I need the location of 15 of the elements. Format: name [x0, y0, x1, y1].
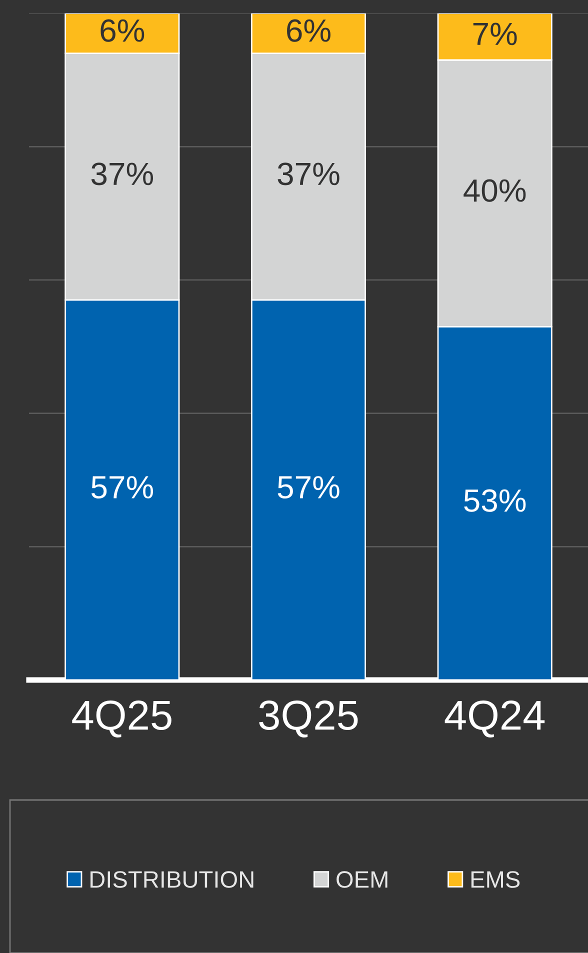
x-tick-label: 4Q25	[72, 700, 172, 738]
data-label: 40%	[464, 179, 526, 202]
legend-label: EMS	[471, 871, 520, 888]
data-label: 53%	[464, 489, 526, 512]
data-label: 37%	[278, 162, 340, 186]
x-tick-label: 3Q25	[259, 700, 358, 738]
legend-label: OEM	[336, 871, 388, 888]
x-tick-label: 4Q24	[444, 700, 545, 738]
data-label: 37%	[91, 162, 153, 186]
legend-label: DISTRIBUTION	[90, 871, 254, 888]
data-label: 57%	[278, 476, 340, 499]
data-label: 6%	[287, 19, 330, 42]
data-label: 57%	[91, 476, 153, 499]
data-label: 6%	[100, 19, 144, 42]
data-label: 7%	[473, 22, 517, 46]
